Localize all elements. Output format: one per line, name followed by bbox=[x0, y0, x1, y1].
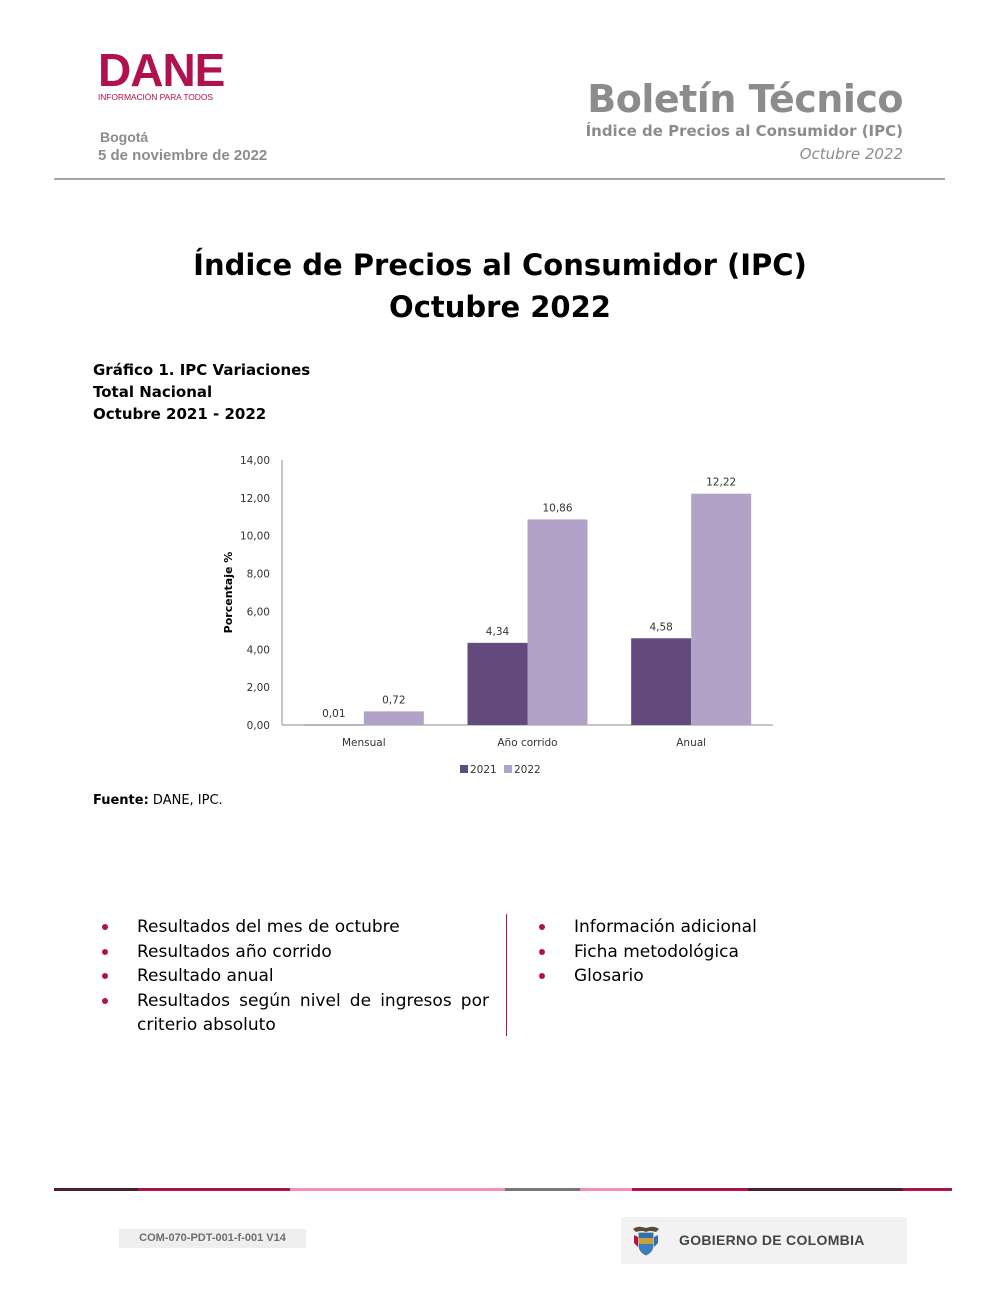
bar-value-label: 0,72 bbox=[382, 694, 405, 706]
chart-caption-period: Octubre 2021 - 2022 bbox=[93, 405, 267, 423]
y-tick-label: 8,00 bbox=[247, 569, 270, 581]
contents-divider bbox=[506, 914, 507, 1036]
contents-right-item: Información adicional bbox=[530, 915, 830, 940]
x-category-label: Año corrido bbox=[497, 737, 557, 749]
source-label: Fuente: bbox=[93, 793, 149, 808]
contents-right: Información adicional Ficha metodológica G… bbox=[530, 915, 830, 989]
document-code: COM-070-PDT-001-f-001 V14 bbox=[119, 1229, 306, 1248]
footer-bar-segment bbox=[632, 1188, 748, 1191]
y-tick-label: 12,00 bbox=[240, 493, 270, 505]
footer-bar-segment bbox=[748, 1188, 903, 1191]
logo-tagline: INFORMACIÓN PARA TODOS bbox=[98, 92, 213, 102]
bulletin-heading: Boletín Técnico Índice de Precios al Con… bbox=[585, 76, 904, 163]
bar-value-label: 4,34 bbox=[486, 626, 510, 638]
chart-caption: Gráfico 1. IPC Variaciones Total Naciona… bbox=[93, 359, 310, 425]
bulletin-subtitle: Índice de Precios al Consumidor (IPC) bbox=[585, 122, 903, 140]
contents-left-item: Resultados según nivel de ingresos por c… bbox=[93, 989, 489, 1038]
chart-caption-scope: Total Nacional bbox=[93, 383, 213, 401]
y-axis-title: Porcentaje % bbox=[222, 552, 235, 634]
page-title-line2: Octubre 2022 bbox=[389, 290, 611, 324]
footer-bar-segment bbox=[903, 1188, 952, 1191]
y-tick-label: 0,00 bbox=[247, 720, 270, 732]
footer-bar-segment bbox=[505, 1188, 580, 1191]
footer-color-bar bbox=[54, 1188, 952, 1191]
bar-2021-2 bbox=[631, 638, 692, 725]
legend-swatch-2022 bbox=[504, 765, 512, 773]
city: Bogotá bbox=[100, 129, 149, 145]
y-tick-label: 14,00 bbox=[240, 455, 270, 467]
chart-caption-title: Gráfico 1. IPC Variaciones bbox=[93, 361, 311, 379]
chart-source: Fuente: DANE, IPC. bbox=[93, 793, 223, 808]
bulletin-title: Boletín Técnico bbox=[587, 77, 903, 121]
government-badge: GOBIERNO DE COLOMBIA bbox=[621, 1217, 907, 1264]
bar-value-label: 10,86 bbox=[542, 502, 572, 514]
source-text: DANE, IPC. bbox=[148, 793, 223, 808]
bar-2022-0 bbox=[363, 711, 424, 725]
y-tick-label: 4,00 bbox=[247, 644, 270, 656]
y-tick-label: 6,00 bbox=[247, 606, 270, 618]
bar-value-label: 0,01 bbox=[322, 708, 345, 720]
contents-right-item: Glosario bbox=[530, 964, 830, 989]
legend-swatch-2021 bbox=[460, 765, 468, 773]
contents-left-item: Resultado anual bbox=[93, 964, 489, 989]
legend-label: 2021 bbox=[470, 764, 497, 776]
bar-value-label: 12,22 bbox=[706, 477, 736, 489]
contents-right-item: Ficha metodológica bbox=[530, 940, 830, 965]
bulletin-period: Octubre 2022 bbox=[799, 145, 903, 163]
footer-bar-segment bbox=[54, 1188, 138, 1191]
contents-left-item: Resultados del mes de octubre bbox=[93, 915, 489, 940]
page-title: Índice de Precios al Consumidor (IPC) Oc… bbox=[0, 244, 1000, 328]
footer-bar-segment bbox=[290, 1188, 505, 1191]
footer-bar-segment bbox=[138, 1188, 290, 1191]
y-tick-label: 10,00 bbox=[240, 531, 270, 543]
bar-2022-1 bbox=[527, 519, 588, 725]
contents-left: Resultados del mes de octubre Resultados … bbox=[93, 915, 489, 1038]
logo-wordmark: DANE bbox=[98, 44, 225, 96]
bar-2022-2 bbox=[691, 493, 752, 725]
legend-label: 2022 bbox=[514, 764, 541, 776]
x-category-label: Mensual bbox=[342, 737, 386, 749]
bar-value-label: 4,58 bbox=[649, 621, 672, 633]
bar-2021-0 bbox=[303, 724, 364, 726]
footer-bar-segment bbox=[580, 1188, 632, 1191]
header-divider bbox=[54, 178, 945, 180]
contents-left-item: Resultados año corrido bbox=[93, 940, 489, 965]
dane-logo: DANE INFORMACIÓN PARA TODOS bbox=[98, 44, 238, 102]
government-label: GOBIERNO DE COLOMBIA bbox=[679, 1232, 865, 1248]
x-category-label: Anual bbox=[676, 737, 706, 749]
ipc-bar-chart: 0,00 2,00 4,00 6,00 8,00 10,00 12,00 14,00 Porce… bbox=[222, 455, 773, 776]
bar-2021-1 bbox=[467, 642, 528, 725]
y-tick-label: 2,00 bbox=[247, 682, 270, 694]
publication-date: 5 de noviembre de 2022 bbox=[98, 147, 268, 164]
colombia-coat-of-arms-icon bbox=[633, 1226, 659, 1256]
page-title-line1: Índice de Precios al Consumidor (IPC) bbox=[193, 248, 807, 282]
